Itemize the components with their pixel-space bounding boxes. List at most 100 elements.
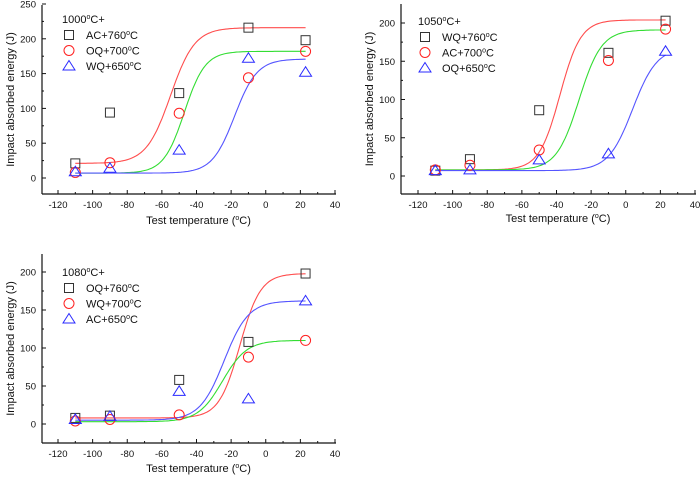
y-tick-label: 200: [20, 268, 36, 279]
x-tick-label: -80: [480, 200, 494, 211]
data-point-triangle: [298, 294, 313, 306]
legend-label: OQ+760oC: [86, 283, 140, 295]
data-point-square: [300, 35, 311, 46]
data-point-triangle: [172, 384, 187, 396]
data-point-triangle: [532, 153, 547, 165]
data-point-triangle: [103, 161, 117, 173]
x-tick-label: -120: [408, 200, 427, 211]
data-point-circle: [173, 107, 185, 119]
x-tick-label: -120: [48, 449, 67, 460]
data-point-square: [174, 374, 185, 385]
fit-curve-square: [75, 27, 306, 164]
y-tick-label: 50: [25, 139, 36, 150]
y-tick-label: 50: [384, 133, 395, 144]
data-point-triangle: [241, 51, 256, 63]
x-tick-label: 40: [330, 449, 341, 460]
x-tick-label: 20: [295, 200, 306, 211]
legend-marker-circle: [63, 298, 75, 309]
legend-label: WQ+700oC: [86, 299, 142, 311]
data-point-square: [464, 154, 475, 165]
chart-panel-3: -120 -100 -80 -60 -40 -20 0 20 40 0 50 100 150 200 Tes…: [5, 254, 340, 475]
x-tick-label: 40: [690, 200, 700, 211]
data-point-triangle: [172, 143, 187, 155]
data-point-circle: [242, 72, 254, 84]
data-point-triangle: [68, 165, 83, 177]
chart-panel-1: -120 -100 -80 -60 -40 -20 0 20 40 0 50 100 150 200 250…: [5, 0, 340, 227]
data-point-square: [243, 336, 254, 347]
data-point-square: [660, 15, 671, 26]
y-axis-title: Impact absorbed energy (J): [364, 32, 376, 167]
x-tick-label: -100: [443, 200, 462, 211]
x-tick-label: 0: [263, 200, 268, 211]
legend: 1050oC+ WQ+760oC AC+700oC OQ+650oC: [418, 16, 498, 75]
y-tick-label: 200: [20, 34, 36, 45]
legend-label: AC+650oC: [86, 314, 138, 326]
data-point-square: [300, 268, 311, 279]
x-tick-label: -80: [120, 200, 134, 211]
x-axis-title: Test temperature (oC): [146, 215, 251, 227]
legend-label: WQ+650oC: [86, 61, 142, 73]
legend-marker-triangle: [62, 312, 76, 324]
data-point-triangle: [68, 413, 83, 424]
legend-label: AC+760oC: [86, 30, 138, 42]
x-tick-label: -20: [224, 200, 238, 211]
data-point-triangle: [428, 164, 443, 176]
data-point-circle: [660, 23, 672, 35]
chart-panel-2: -120 -100 -80 -60 -40 -20 0 20 40 0 50 100 150 200 Tes…: [364, 4, 700, 225]
y-tick-label: 0: [31, 174, 36, 185]
data-point-triangle: [463, 163, 477, 175]
data-point-circle: [242, 351, 254, 363]
x-tick-label: -20: [584, 200, 598, 211]
data-point-triangle: [658, 44, 673, 56]
fit-curve-triangle: [75, 58, 306, 174]
data-point-square: [243, 22, 254, 33]
x-tick-label: -100: [83, 200, 102, 211]
y-axis-title: Impact absorbed energy (J): [5, 281, 17, 416]
y-tick-label: 100: [379, 95, 395, 106]
y-tick-label: 0: [390, 172, 395, 183]
data-point-circle: [173, 409, 185, 421]
data-point-circle: [464, 159, 476, 171]
x-tick-label: -60: [155, 449, 169, 460]
legend-marker-square: [64, 283, 74, 293]
y-tick-label: 250: [20, 0, 36, 11]
y-tick-label: 50: [25, 382, 36, 393]
y-tick-label: 200: [379, 19, 395, 30]
x-tick-label: 40: [330, 200, 341, 211]
x-tick-label: -60: [155, 200, 169, 211]
legend-label: AC+700oC: [442, 48, 494, 60]
legend-title: 1000oC+: [62, 14, 105, 26]
data-point-square: [534, 105, 545, 116]
y-tick-label: 150: [20, 306, 36, 317]
legend-marker-triangle: [418, 61, 432, 73]
legend: 1000oC+ AC+760oC OQ+700oC WQ+650oC: [62, 14, 142, 73]
x-tick-label: -80: [120, 449, 134, 460]
x-tick-label: -120: [48, 200, 67, 211]
data-point-square: [104, 107, 115, 118]
legend-marker-circle: [63, 45, 75, 56]
data-point-circle: [300, 45, 312, 57]
data-point-square: [603, 47, 614, 58]
data-point-circle: [533, 144, 545, 156]
x-tick-label: 0: [263, 449, 268, 460]
data-point-square: [174, 88, 185, 99]
data-point-circle: [104, 157, 116, 169]
x-tick-label: -40: [190, 200, 204, 211]
y-tick-label: 150: [379, 57, 395, 68]
data-point-circle: [300, 334, 312, 346]
y-axis-title: Impact absorbed energy (J): [5, 32, 17, 167]
fit-curve-square: [75, 273, 306, 419]
y-tick-label: 100: [20, 104, 36, 115]
y-tick-label: 100: [20, 344, 36, 355]
x-tick-label: -40: [550, 200, 564, 211]
legend-label: WQ+760oC: [442, 32, 498, 44]
x-axis-title: Test temperature (oC): [506, 213, 611, 225]
legend: 1080oC+ OQ+760oC WQ+700oC AC+650oC: [62, 267, 142, 326]
data-point-triangle: [298, 65, 313, 77]
x-tick-label: 20: [655, 200, 666, 211]
legend-marker-triangle: [62, 59, 76, 71]
y-tick-label: 0: [31, 420, 36, 431]
legend-title: 1050oC+: [418, 16, 461, 28]
data-point-triangle: [241, 392, 256, 404]
